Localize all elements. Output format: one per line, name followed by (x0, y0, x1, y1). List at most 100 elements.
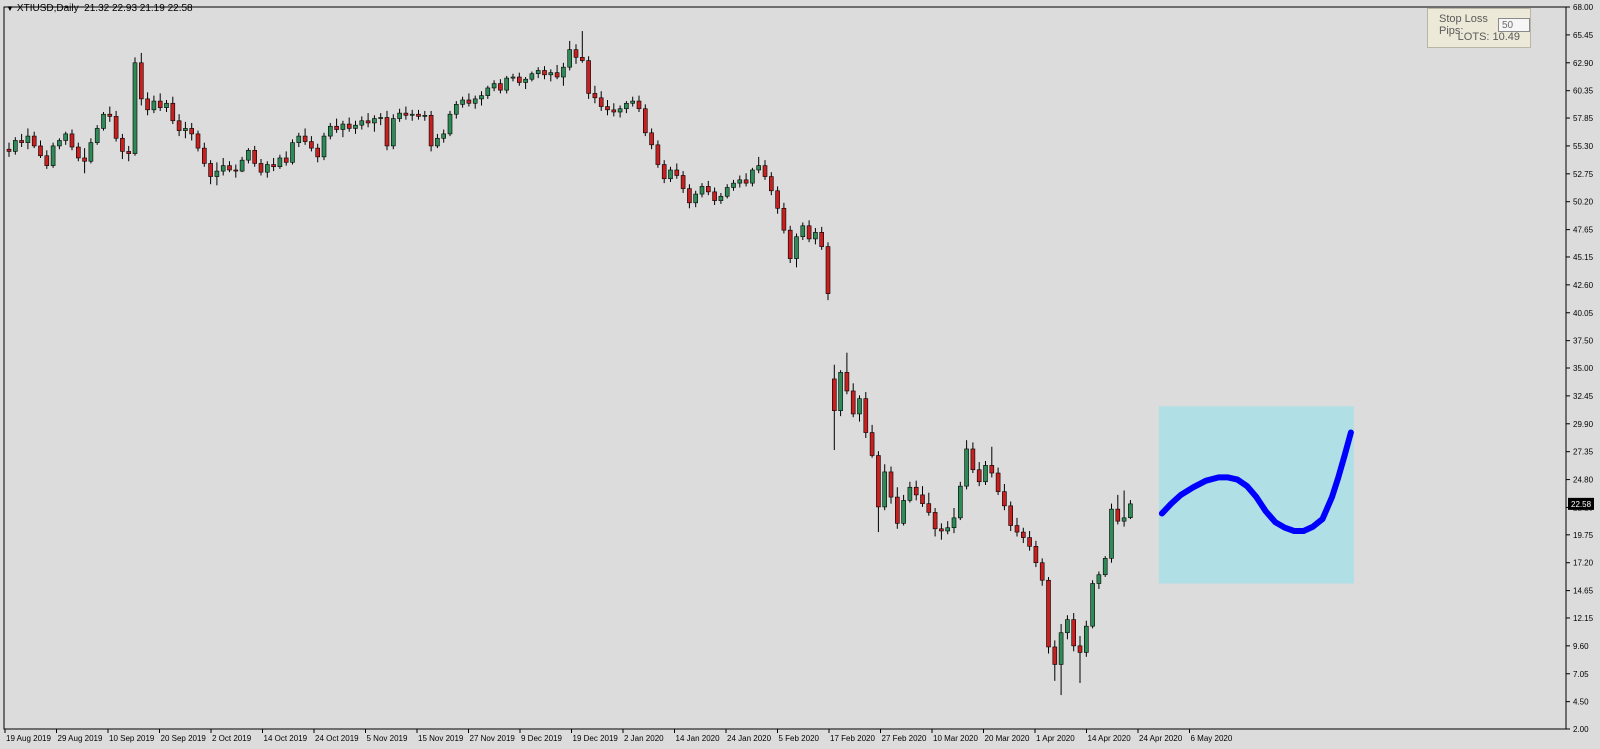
candle-bull[interactable] (699, 186, 705, 195)
candle-bear[interactable] (554, 72, 560, 78)
candle-bear[interactable] (233, 169, 239, 172)
candle-bear[interactable] (384, 117, 390, 147)
candle-bull[interactable] (1084, 625, 1089, 653)
candle-bear[interactable] (913, 486, 919, 496)
candle-bear[interactable] (542, 70, 547, 76)
candle-bull[interactable] (718, 195, 724, 201)
candle-bear[interactable] (416, 113, 421, 117)
candle-bear[interactable] (19, 140, 24, 143)
candle-bull[interactable] (353, 124, 358, 129)
candle-bear[interactable] (1027, 537, 1032, 547)
candle-bear[interactable] (743, 179, 749, 184)
candle-bear[interactable] (611, 109, 617, 113)
candle-bear[interactable] (1071, 619, 1076, 647)
candle-bull[interactable] (1058, 632, 1064, 665)
candle-bear[interactable] (1039, 562, 1045, 581)
candle-bull[interactable] (88, 142, 94, 162)
candle-bear[interactable] (592, 93, 598, 99)
candle-bull[interactable] (1121, 517, 1127, 522)
candle-bear[interactable] (888, 471, 894, 498)
candle-bear[interactable] (283, 157, 289, 163)
candle-bull[interactable] (945, 527, 951, 532)
candle-bull[interactable] (151, 100, 157, 111)
candle-bull[interactable] (724, 187, 730, 197)
candle-bear[interactable] (932, 512, 938, 530)
candle-bear[interactable] (819, 232, 825, 247)
candle-bear[interactable] (831, 378, 837, 411)
candle-bear[interactable] (762, 165, 768, 177)
candle-bear[interactable] (579, 57, 585, 61)
candle-bear[interactable] (139, 62, 144, 100)
candle-bull[interactable] (246, 150, 251, 161)
candle-bull[interactable] (624, 102, 629, 110)
candle-bull[interactable] (523, 78, 528, 83)
candle-bull[interactable] (372, 118, 377, 124)
candle-bull[interactable] (239, 159, 245, 172)
candle-bull[interactable] (567, 49, 573, 68)
candle-bull[interactable] (327, 125, 333, 137)
candle-bull[interactable] (750, 169, 755, 184)
candle-bear[interactable] (605, 106, 610, 111)
candle-bull[interactable] (183, 128, 188, 131)
candle-bear[interactable] (680, 175, 686, 189)
candle-bull[interactable] (1128, 503, 1133, 518)
candle-bear[interactable] (466, 99, 472, 104)
candle-bear[interactable] (586, 60, 591, 94)
candle-bull[interactable] (1065, 619, 1070, 634)
candle-bear[interactable] (258, 163, 264, 173)
candle-bull[interactable] (1109, 508, 1114, 559)
candle-bull[interactable] (277, 157, 283, 168)
candle-bear[interactable] (113, 116, 119, 139)
candle-bear[interactable] (157, 100, 163, 108)
candle-bull[interactable] (25, 135, 31, 143)
candle-bull[interactable] (390, 118, 396, 147)
candle-bull[interactable] (504, 77, 510, 91)
candle-bull[interactable] (951, 517, 957, 529)
candle-bear[interactable] (712, 191, 717, 201)
candle-bull[interactable] (264, 164, 270, 173)
candle-bear[interactable] (31, 135, 37, 147)
candle-bear[interactable] (170, 102, 176, 122)
candle-bull[interactable] (561, 66, 566, 78)
candle-bull[interactable] (214, 170, 220, 177)
candle-bear[interactable] (334, 125, 339, 130)
candle-bull[interactable] (441, 133, 447, 139)
candle-bear[interactable] (825, 246, 831, 294)
candle-bear[interactable] (573, 49, 579, 58)
candle-bull[interactable] (617, 108, 623, 113)
candle-bear[interactable] (869, 432, 875, 456)
candle-bear[interactable] (38, 145, 43, 157)
candle-bear[interactable] (202, 147, 207, 164)
candle-bull[interactable] (485, 87, 491, 96)
candle-bear[interactable] (926, 503, 932, 513)
candle-bull[interactable] (1102, 558, 1108, 576)
candle-bull[interactable] (101, 113, 106, 129)
candle-bear[interactable] (806, 225, 812, 240)
candle-bear[interactable] (107, 113, 113, 117)
forecast-line[interactable] (1158, 429, 1354, 534)
candle-bull[interactable] (409, 113, 415, 116)
candle-bull[interactable] (296, 135, 302, 143)
candle-bear[interactable] (126, 151, 131, 154)
candle-bull[interactable] (630, 100, 636, 104)
candle-bear[interactable] (1020, 531, 1026, 538)
candle-bear[interactable] (403, 112, 409, 116)
candle-bear[interactable] (428, 115, 434, 147)
candle-bear[interactable] (1115, 508, 1121, 522)
candle-bear[interactable] (1046, 579, 1051, 648)
candle-bull[interactable] (321, 135, 327, 158)
candle-bear[interactable] (1033, 546, 1039, 564)
candle-bear[interactable] (775, 190, 780, 209)
candle-bull[interactable] (957, 485, 963, 519)
candle-bull[interactable] (535, 70, 541, 75)
candle-bear[interactable] (227, 165, 232, 171)
candle-bear[interactable] (636, 100, 642, 110)
candle-bull[interactable] (164, 102, 169, 108)
candle-bull[interactable] (800, 225, 806, 238)
candle-bear[interactable] (1014, 525, 1020, 533)
candle-bear[interactable] (1002, 491, 1007, 507)
candle-bear[interactable] (176, 120, 182, 131)
candle-bull[interactable] (13, 140, 18, 152)
candle-bear[interactable] (252, 150, 257, 164)
